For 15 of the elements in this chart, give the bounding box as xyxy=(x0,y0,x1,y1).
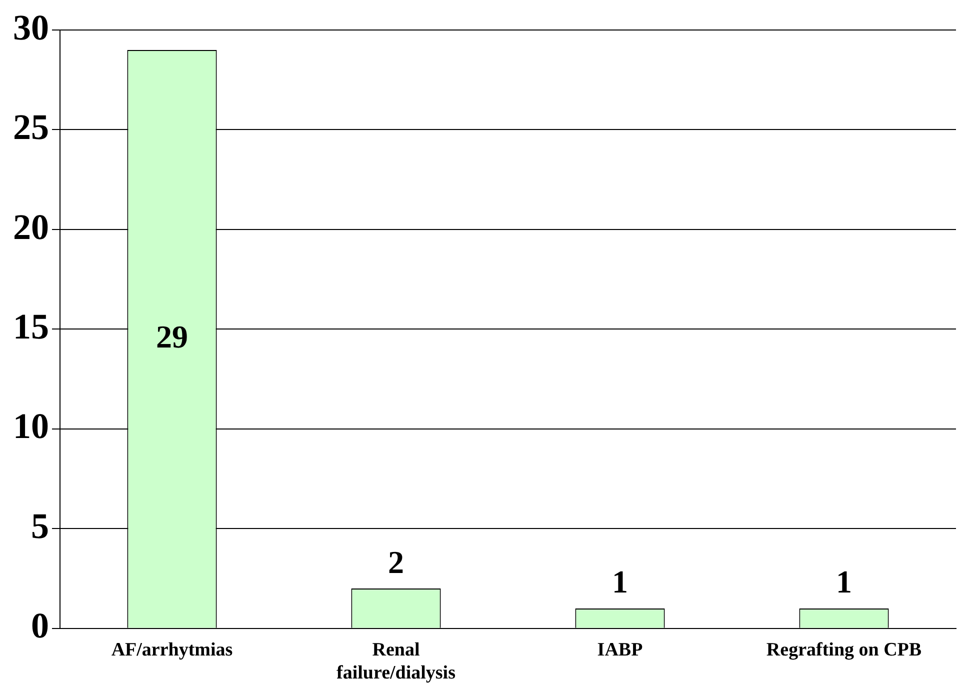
y-tick-label: 0 xyxy=(31,606,49,646)
y-tick-label: 5 xyxy=(31,506,49,546)
y-tick-label: 15 xyxy=(13,306,49,346)
x-tick-label: Renal failure/dialysis xyxy=(336,640,456,684)
x-tick-label: IABP xyxy=(597,640,644,661)
y-tick-label: 30 xyxy=(13,7,49,48)
x-tick-label: Regrafting on CPB xyxy=(766,640,922,661)
data-label: 1 xyxy=(612,564,628,600)
data-label: 29 xyxy=(156,318,188,354)
y-tick-label: 25 xyxy=(13,107,49,148)
data-label: 2 xyxy=(388,544,404,580)
y-tick-label: 20 xyxy=(13,206,49,247)
x-tick-label: AF/arrhytmias xyxy=(111,640,233,661)
y-tick-label: 10 xyxy=(13,406,49,446)
data-label: 1 xyxy=(836,564,852,600)
